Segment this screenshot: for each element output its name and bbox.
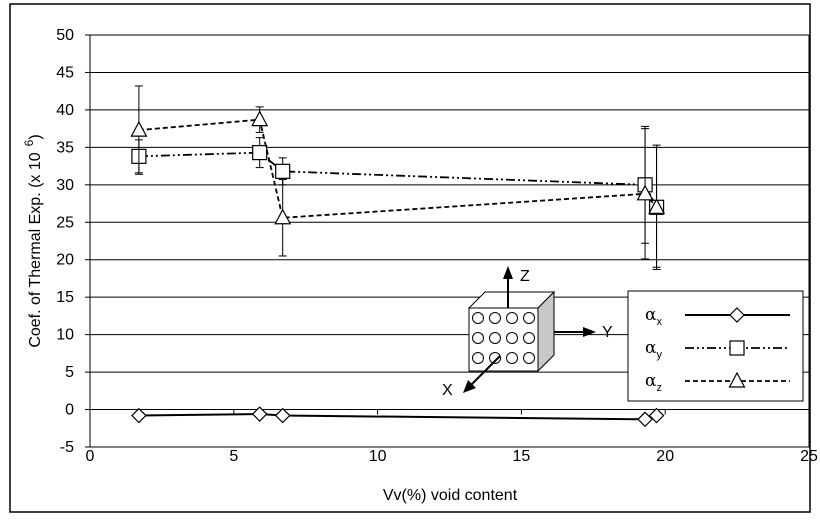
x-tick-label: 0	[86, 448, 95, 465]
x-tick-labels: 0 5 10 15 20 25	[86, 448, 818, 465]
y-tick-label: 15	[56, 289, 74, 306]
y-tick-label: 40	[56, 102, 74, 119]
y-tick-labels: -5 0 5 10 15 20 25 30 35 40 45 50	[56, 27, 74, 456]
legend-symbol: α	[645, 338, 657, 358]
x-axis-inset-label: X	[442, 382, 453, 399]
series-diamond	[131, 406, 665, 428]
data-point	[648, 407, 665, 424]
fiber-hole	[472, 352, 484, 364]
data-point	[636, 184, 654, 201]
data-point	[637, 411, 653, 428]
series-layer	[130, 85, 666, 428]
y-tick-label: 25	[56, 214, 74, 231]
legend-symbol: α	[645, 371, 657, 391]
data-point	[648, 198, 666, 214]
y-axis-title: Coef. of Thermal Exp. (x 10 6)	[22, 134, 44, 347]
fiber-hole	[489, 312, 501, 324]
legend-label: αx	[645, 305, 662, 328]
y-tick-label: 30	[56, 177, 74, 194]
y-axis-title-main: Coef. of Thermal Exp. (x 10	[27, 152, 44, 347]
fiber-hole	[472, 332, 484, 344]
y-tick-label: 50	[56, 27, 74, 44]
legend-subscript: y	[656, 349, 662, 361]
fiber-hole	[489, 352, 501, 364]
fiber-hole	[523, 332, 535, 344]
series-line	[138, 118, 658, 219]
legend-subscript: x	[656, 316, 662, 328]
legend-subscript: z	[656, 382, 662, 394]
y-tick-label: 20	[56, 252, 74, 269]
data-point	[252, 145, 268, 161]
legend-symbol: α	[645, 305, 657, 325]
x-arrow-head	[463, 380, 476, 393]
fiber-holes	[472, 312, 535, 364]
y-axis-inset-label: Y	[602, 324, 613, 341]
y-tick-label: 5	[65, 364, 74, 381]
x-tick-label: 10	[369, 448, 387, 465]
fiber-hole	[523, 352, 535, 364]
x-tick-label: 20	[656, 448, 674, 465]
fiber-hole	[506, 332, 518, 344]
y-axis-title-sup: 6	[22, 139, 36, 146]
legend-marker	[729, 340, 745, 356]
legend-marker	[728, 371, 746, 388]
legend-marker	[729, 307, 745, 323]
fiber-hole	[472, 312, 484, 324]
legend-label: αz	[645, 371, 662, 394]
y-tick-label: 45	[56, 64, 74, 81]
legend-box	[627, 290, 804, 402]
data-point	[130, 120, 148, 137]
data-point	[274, 208, 292, 225]
x-arrow-shaft	[470, 355, 501, 386]
series-line	[138, 413, 657, 421]
x-axis-title: Vv(%) void content	[383, 487, 518, 504]
y-axis-title-close: )	[27, 134, 44, 139]
data-point	[251, 110, 269, 127]
y-arrow-head	[583, 327, 596, 337]
axes	[85, 34, 810, 448]
x-tick-label: 5	[229, 448, 238, 465]
y-tick-label: 10	[56, 327, 74, 344]
z-axis-label: Z	[520, 268, 530, 285]
specimen-diagram: Z Y X	[442, 266, 613, 399]
x-tick-label: 15	[513, 448, 531, 465]
data-point	[131, 407, 147, 424]
fiber-hole	[506, 352, 518, 364]
chart-frame	[9, 3, 811, 513]
y-tick-label: 35	[56, 139, 74, 156]
y-tick-label: 0	[65, 402, 74, 419]
z-arrow-head	[503, 266, 513, 279]
data-point	[275, 163, 291, 179]
fiber-hole	[489, 332, 501, 344]
data-point	[274, 407, 291, 424]
y-tick-label: -5	[60, 439, 74, 456]
y-axis-title-group: Coef. of Thermal Exp. (x 10 6)	[22, 134, 44, 347]
series-triangle	[130, 85, 666, 268]
legend-label: αy	[645, 338, 662, 361]
series-line	[138, 151, 658, 208]
data-point	[251, 406, 268, 422]
fiber-hole	[523, 312, 535, 324]
fiber-hole	[506, 312, 518, 324]
x-tick-label: 25	[800, 448, 818, 465]
